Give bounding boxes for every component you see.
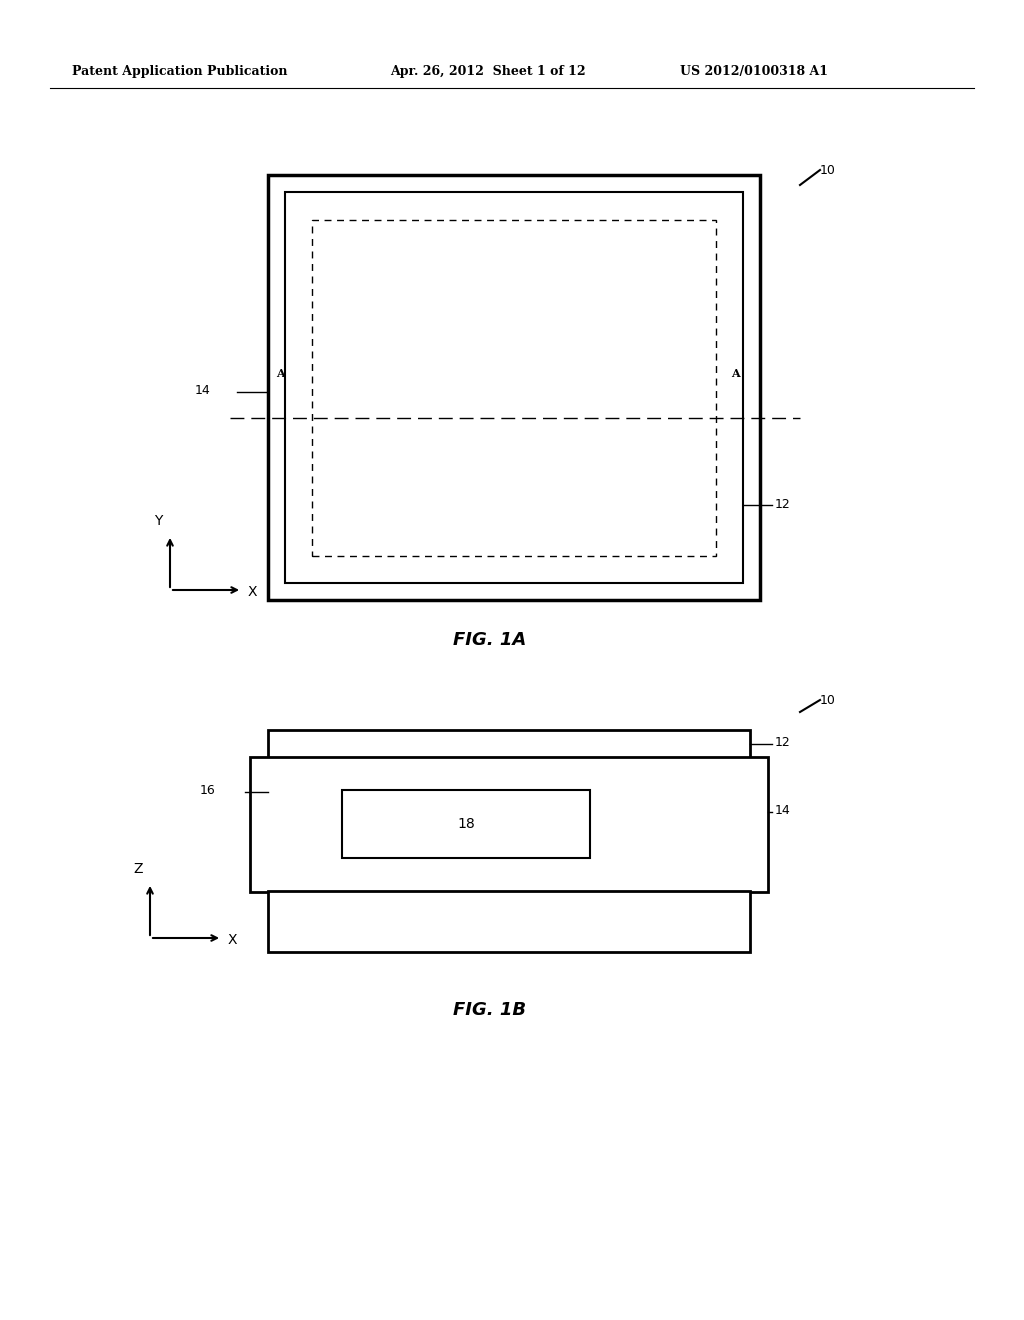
Text: 10: 10: [820, 164, 836, 177]
Text: FIG. 1A: FIG. 1A: [454, 631, 526, 649]
Text: Apr. 26, 2012  Sheet 1 of 12: Apr. 26, 2012 Sheet 1 of 12: [390, 66, 586, 78]
Text: 12: 12: [775, 499, 791, 511]
Text: 14: 14: [775, 804, 791, 817]
Text: Patent Application Publication: Patent Application Publication: [72, 66, 288, 78]
Text: A: A: [275, 368, 285, 379]
Text: 18: 18: [457, 817, 475, 832]
Text: Y: Y: [154, 513, 162, 528]
Text: 16: 16: [200, 784, 215, 796]
Text: A: A: [731, 368, 739, 379]
Text: 12: 12: [775, 735, 791, 748]
Text: FIG. 1B: FIG. 1B: [454, 1001, 526, 1019]
Text: Z: Z: [133, 862, 142, 876]
Text: 10: 10: [820, 693, 836, 706]
Text: US 2012/0100318 A1: US 2012/0100318 A1: [680, 66, 828, 78]
Text: 14: 14: [195, 384, 210, 396]
Text: X: X: [248, 585, 257, 599]
Text: X: X: [228, 933, 238, 946]
